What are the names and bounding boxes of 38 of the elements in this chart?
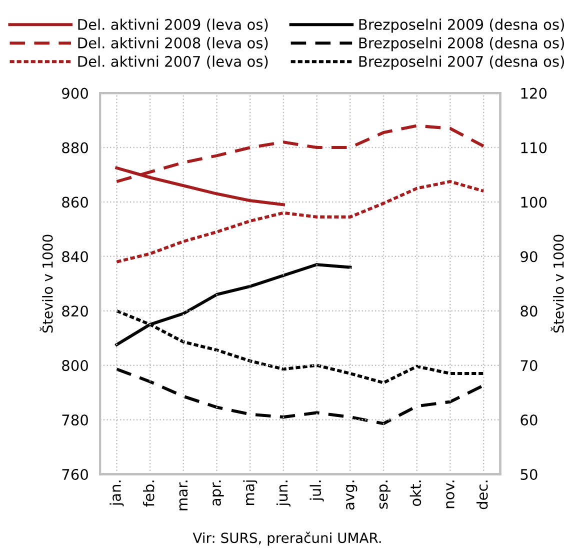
y2-tick-label: 60 [520, 414, 538, 426]
y-tick-label: 880 [62, 142, 88, 154]
y-axis-title: Število v 1000 [40, 234, 53, 333]
text: Vir: SURS, preračuni UMAR. [192, 532, 381, 546]
x-tick-label: sep. [379, 480, 391, 509]
x-tick-label: maj [243, 480, 258, 505]
x-tick-label: feb. [143, 480, 154, 507]
y2-tick-label: 50 [520, 468, 538, 480]
y-tick-label: 860 [62, 196, 88, 208]
y-tick-label: 760 [62, 468, 88, 480]
y-tick-label: 820 [62, 306, 88, 317]
x-tick-label: dec. [476, 480, 488, 510]
y2-axis-title: Število v 1000 [550, 234, 564, 333]
x-tick-label: jun. [276, 480, 291, 507]
legend-label: Del. aktivni 2007 (leva os) [78, 56, 268, 69]
y2-tick-label: 110 [521, 142, 547, 154]
x-tick-label: mar. [179, 480, 188, 510]
y2-tick-label: 70 [520, 360, 538, 372]
legend-label: Brezposelni 2009 (desna os) [359, 18, 564, 33]
x-tick-label: okt. [410, 480, 422, 506]
y2-tick-label: 120 [521, 88, 547, 99]
y-tick-label: 900 [62, 88, 88, 99]
y-tick-label: 780 [62, 414, 88, 426]
x-tick-label: jan. [110, 480, 124, 506]
legend-label: Del. aktivni 2009 (leva os) [78, 18, 268, 32]
y2-tick-label: 80 [520, 306, 538, 317]
y2-tick-label: 90 [520, 251, 538, 262]
x-tick-label: avg. [346, 480, 358, 510]
y2-tick-label: 100 [521, 196, 547, 208]
line-series [115, 180, 486, 264]
legend-label: Brezposelni 2008 (desna os) [359, 37, 564, 52]
x-tick-label: nov. [446, 480, 454, 508]
y-tick-label: 800 [62, 360, 88, 372]
x-tick-label: jul. [310, 480, 324, 502]
x-tick-label: apr. [212, 480, 224, 506]
y-tick-label: 840 [62, 251, 88, 262]
legend-label: Del. aktivni 2008 (leva os) [78, 37, 268, 50]
legend-label: Brezposelni 2007 (desna os) [359, 56, 564, 70]
